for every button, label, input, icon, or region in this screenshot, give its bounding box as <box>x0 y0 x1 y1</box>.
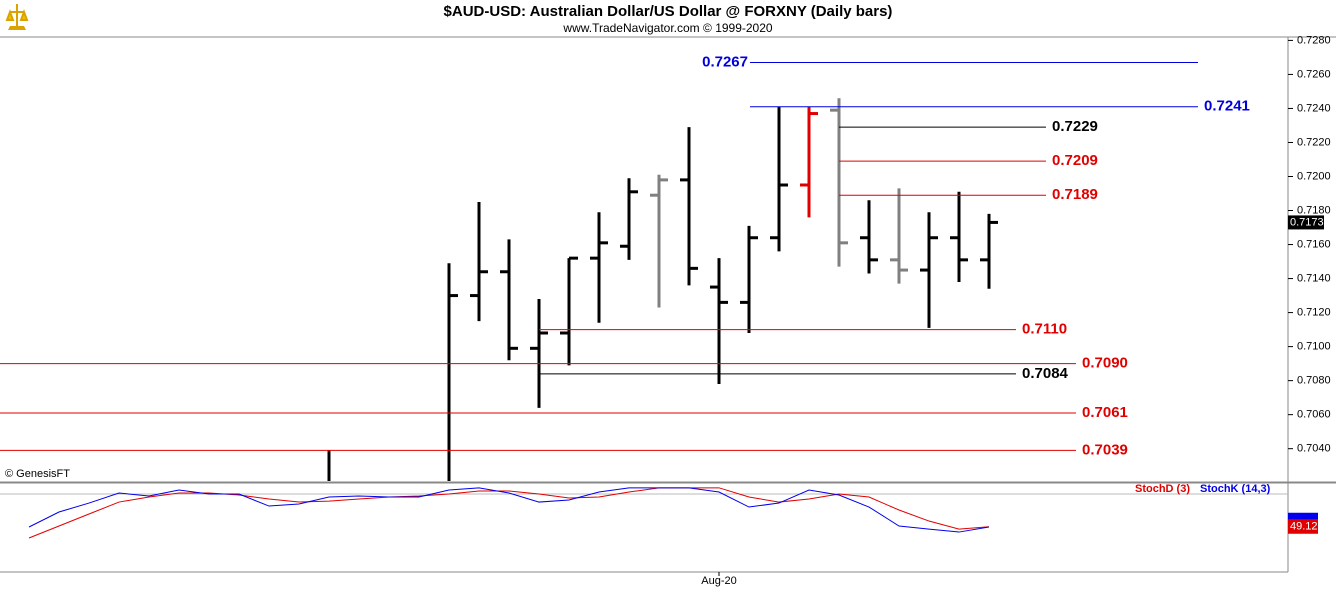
y-tick-label: 0.7240 <box>1297 102 1331 114</box>
y-tick-label: 0.7120 <box>1297 306 1331 318</box>
indicator-line <box>28 487 990 533</box>
last-price-label: 0.7173 <box>1290 216 1324 228</box>
chart-title: $AUD-USD: Australian Dollar/US Dollar @ … <box>444 3 893 20</box>
level-label: 0.7039 <box>1082 441 1128 458</box>
legend-entry: StochK (14,3) <box>1200 483 1271 495</box>
indicator-value-box <box>1288 519 1318 534</box>
y-tick-label: 0.7180 <box>1297 204 1331 216</box>
level-label: 0.7061 <box>1082 404 1128 421</box>
logo <box>5 4 29 30</box>
level-label: 0.7189 <box>1052 186 1098 203</box>
indicator-value-label: 49.12 <box>1290 521 1318 533</box>
indicator-line <box>28 487 990 539</box>
price-panel <box>327 98 998 481</box>
y-tick-label: 0.7040 <box>1297 443 1331 455</box>
x-tick-label: Aug-20 <box>701 575 736 587</box>
source: © GenesisFT <box>5 468 70 480</box>
level-label: 0.7090 <box>1082 355 1128 372</box>
chart-subtitle: www.TradeNavigator.com © 1999-2020 <box>562 21 772 35</box>
indicator-marker <box>1288 512 1318 520</box>
y-tick-label: 0.7280 <box>1297 34 1331 46</box>
y-tick-label: 0.7220 <box>1297 136 1331 148</box>
indicator-panel <box>28 487 990 539</box>
last-price-box <box>1288 215 1324 230</box>
y-tick-label: 0.7160 <box>1297 238 1331 250</box>
level-label: 0.7209 <box>1052 152 1098 169</box>
y-tick-label: 0.7060 <box>1297 409 1331 421</box>
y-tick-label: 0.7080 <box>1297 375 1331 387</box>
legend-entry: StochD (3) <box>1135 483 1190 495</box>
y-tick-label: 0.7140 <box>1297 272 1331 284</box>
y-tick-label: 0.7260 <box>1297 68 1331 80</box>
overlay: 0.7040 0.7060 0.7080 0.7100 0.7120 0.7140 0.71… <box>0 34 1331 587</box>
y-tick-label: 0.7200 <box>1297 170 1331 182</box>
y-tick-label: 0.7100 <box>1297 341 1331 353</box>
level-label: 0.7110 <box>1022 321 1067 338</box>
level-label: 0.7229 <box>1052 118 1098 135</box>
level-label: 0.7241 <box>1204 98 1250 115</box>
level-label: 0.7267 <box>702 53 748 70</box>
level-label: 0.7084 <box>1022 365 1069 382</box>
